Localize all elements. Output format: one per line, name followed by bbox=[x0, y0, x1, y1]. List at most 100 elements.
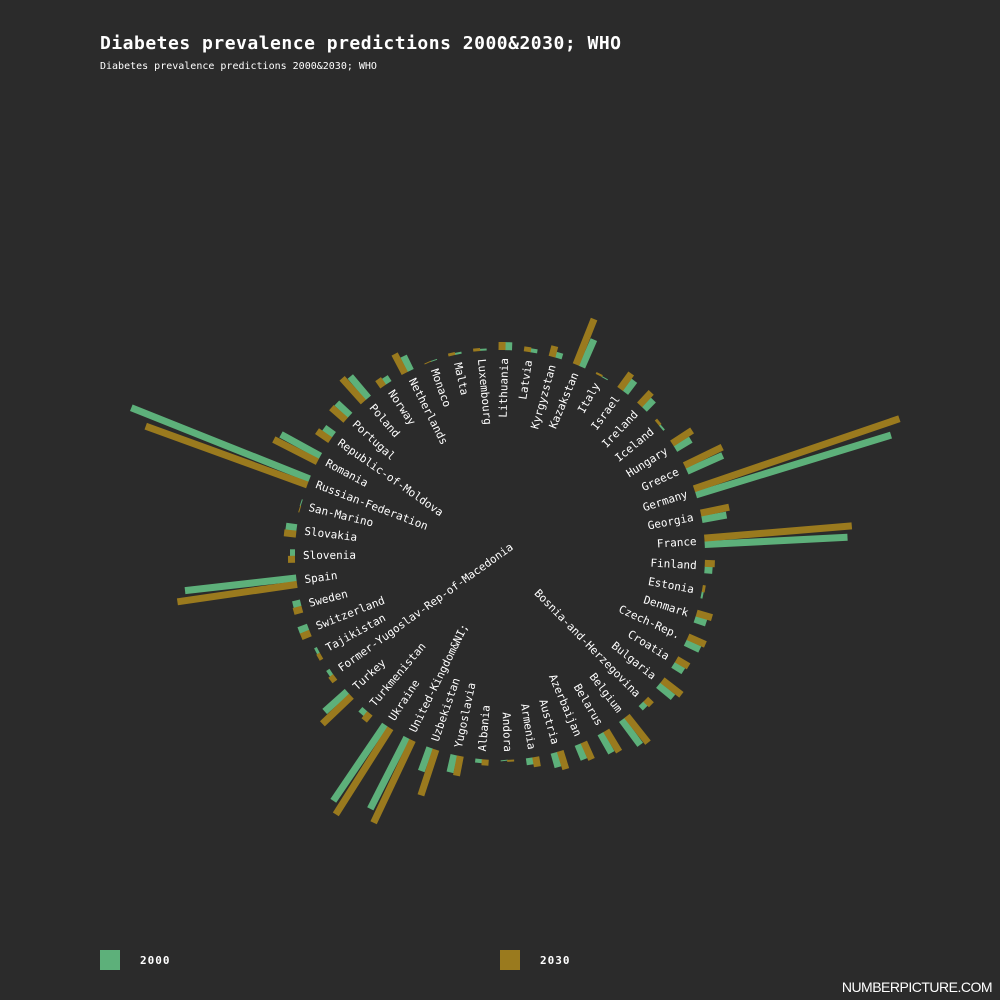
bar-2030-turkey bbox=[319, 693, 354, 727]
bar-2000-sweden bbox=[292, 599, 302, 609]
category-label-austria: Austria bbox=[536, 698, 561, 746]
legend-item-2030: 2030 bbox=[500, 950, 571, 970]
bar-2030-republic-of-moldova bbox=[315, 428, 333, 443]
legend-swatch-2000 bbox=[100, 950, 120, 970]
bar-2030-denmark bbox=[695, 609, 713, 621]
bar-2030-france bbox=[704, 522, 853, 542]
bar-2030-estonia bbox=[701, 585, 706, 593]
bar-2000-georgia bbox=[701, 511, 728, 523]
bar-2030-malta bbox=[447, 351, 456, 357]
bar-2030-austria bbox=[556, 749, 570, 771]
bar-2000-slovakia bbox=[285, 522, 298, 532]
bar-2030-ukraine bbox=[332, 726, 394, 817]
category-label-lithuania: Lithuania bbox=[497, 358, 512, 418]
bar-2030-israel bbox=[617, 371, 635, 391]
bar-2000-kyrgyzstan bbox=[554, 351, 564, 360]
bar-2000-hungary bbox=[673, 436, 693, 452]
labels-group: Albania Andora ArmeniaAustriaAzerbaijanBel… bbox=[303, 358, 697, 752]
legend-label-2000: 2000 bbox=[140, 953, 171, 967]
bar-2000-denmark bbox=[693, 615, 708, 627]
bar-2030-latvia bbox=[523, 346, 532, 353]
bar-2000-portugal bbox=[334, 400, 353, 418]
bar-2000-france bbox=[704, 533, 848, 548]
bar-2030-slovakia bbox=[283, 529, 297, 538]
bar-2000-republic-of-moldova bbox=[322, 424, 336, 438]
bar-2000-croatia bbox=[671, 661, 686, 675]
legend-swatch-2030 bbox=[500, 950, 520, 970]
bar-2000-uzbekistan bbox=[418, 746, 434, 773]
category-label-andora: Andora bbox=[500, 712, 514, 752]
bar-2000-austria bbox=[550, 751, 562, 769]
legend-label-2030: 2030 bbox=[540, 953, 571, 967]
bar-2000-turkey bbox=[322, 688, 350, 715]
bar-2000-norway bbox=[381, 375, 392, 385]
bar-2030-tajikistan bbox=[316, 652, 324, 661]
bar-2000-russian-federation bbox=[130, 404, 311, 483]
bar-2030-yugoslavia bbox=[453, 755, 464, 777]
bar-2030-kyrgyzstan bbox=[548, 345, 559, 358]
bar-2030-russian-federation bbox=[144, 422, 309, 489]
category-label-latvia: Latvia bbox=[516, 359, 535, 400]
category-label-spain: Spain bbox=[304, 569, 339, 586]
bar-2030-kazakstan bbox=[572, 317, 598, 366]
bar-2000-yugoslavia bbox=[446, 754, 458, 774]
category-label-france: France bbox=[656, 535, 697, 551]
bar-2030-germany bbox=[692, 415, 901, 493]
bar-2000-greece bbox=[685, 452, 725, 475]
bar-2000-israel bbox=[622, 378, 638, 395]
category-label-slovakia: Slovakia bbox=[304, 525, 358, 544]
bar-2000-netherlands bbox=[400, 354, 414, 373]
bar-2030-czech-rep bbox=[686, 633, 707, 648]
bar-2000-switzerland bbox=[297, 623, 310, 634]
bar-2000-czech-rep bbox=[683, 639, 702, 653]
category-label-albania: Albania bbox=[476, 705, 493, 752]
bar-2000-ireland bbox=[641, 397, 656, 412]
bar-2030-greece bbox=[682, 443, 724, 469]
bar-2030-belarus bbox=[603, 728, 623, 754]
bar-2000-poland bbox=[347, 374, 371, 401]
bar-2000-united-kingdom-ni bbox=[367, 735, 410, 811]
bar-2000-tajikistan bbox=[314, 646, 321, 655]
brand-logo: NUMBERPICTURE.COM bbox=[841, 979, 993, 995]
bar-2030-iceland bbox=[654, 418, 662, 426]
bar-2030-bulgaria bbox=[660, 677, 684, 698]
bar-2030-croatia bbox=[674, 656, 691, 670]
bar-2000-armenia bbox=[525, 757, 534, 766]
bar-2000-ukraine bbox=[330, 722, 388, 803]
bar-2030-armenia bbox=[532, 756, 541, 768]
bar-2030-uzbekistan bbox=[417, 748, 440, 797]
bar-2000-italy bbox=[601, 376, 608, 381]
chart-subtitle: Diabetes prevalence predictions 2000&203… bbox=[100, 61, 377, 72]
category-label-armenia: Armenia bbox=[518, 703, 538, 751]
bar-2030-spain bbox=[176, 580, 298, 606]
category-label-malta: Malta bbox=[451, 361, 471, 396]
bar-2000-kazakstan bbox=[578, 338, 598, 369]
category-label-finland: Finland bbox=[650, 556, 697, 572]
bar-2000-azerbaijan bbox=[574, 743, 588, 761]
bar-2000-spain bbox=[184, 574, 297, 595]
bar-2000-bulgaria bbox=[656, 682, 676, 701]
bar-2030-romania bbox=[272, 436, 319, 465]
bar-2000-bosnia-and-herzegovina bbox=[638, 701, 648, 711]
category-label-sweden: Sweden bbox=[307, 587, 349, 609]
bar-2030-former-yugoslav-rep-of-macedonia bbox=[328, 674, 338, 684]
bar-2000-germany bbox=[694, 431, 893, 499]
bar-2030-portugal bbox=[329, 404, 349, 423]
bar-2030-bosnia-and-herzegovina bbox=[643, 696, 654, 708]
bar-2030-turkmenistan bbox=[361, 711, 373, 723]
bar-2030-sweden bbox=[292, 605, 304, 615]
bar-2000-romania bbox=[279, 431, 323, 460]
bar-2030-hungary bbox=[670, 427, 695, 447]
bar-2000-turkmenistan bbox=[358, 706, 368, 717]
bar-2030-belgium bbox=[624, 713, 651, 745]
bar-2030-italy bbox=[595, 372, 603, 377]
bar-2030-united-kingdom-ni bbox=[370, 738, 416, 825]
bar-2030-norway bbox=[375, 377, 387, 389]
bar-2000-belarus bbox=[597, 731, 615, 755]
bar-2030-netherlands bbox=[391, 352, 408, 376]
category-label-slovenia: Slovenia bbox=[303, 549, 356, 562]
bar-2000-latvia bbox=[530, 348, 538, 354]
bar-2000-finland bbox=[704, 566, 713, 574]
category-label-georgia: Georgia bbox=[647, 511, 695, 533]
